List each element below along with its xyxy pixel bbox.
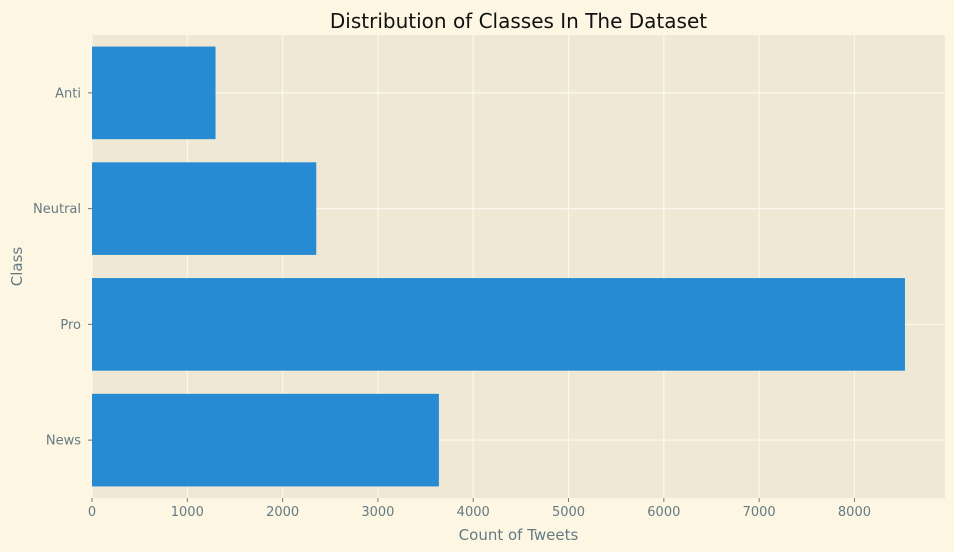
x-tick-label: 4000: [457, 505, 490, 520]
y-tick-label: Anti: [55, 86, 81, 101]
bar-neutral: [92, 162, 317, 255]
y-axis-ticks: News Pro Neutral Anti: [33, 86, 92, 449]
bar-news: [92, 393, 439, 487]
x-axis-ticks: 0 1000 2000 3000 4000 5000 6000 7000 8000: [88, 498, 871, 520]
x-tick-label: 2000: [266, 505, 299, 520]
y-tick-label: Neutral: [33, 202, 81, 217]
y-tick-label: Pro: [60, 318, 81, 333]
x-tick-label: 3000: [361, 505, 394, 520]
x-axis-title: Count of Tweets: [459, 526, 579, 544]
x-tick-label: 1000: [171, 505, 204, 520]
x-tick-label: 7000: [743, 505, 776, 520]
x-tick-label: 6000: [647, 505, 680, 520]
y-axis-title: Class: [8, 247, 26, 287]
bar-anti: [92, 46, 216, 140]
y-tick-label: News: [46, 434, 81, 449]
x-tick-label: 5000: [552, 505, 585, 520]
x-tick-label: 8000: [838, 505, 871, 520]
x-tick-label: 0: [88, 505, 96, 520]
bar-pro: [92, 278, 905, 371]
bars: [92, 46, 905, 487]
chart-title: Distribution of Classes In The Dataset: [330, 9, 707, 33]
